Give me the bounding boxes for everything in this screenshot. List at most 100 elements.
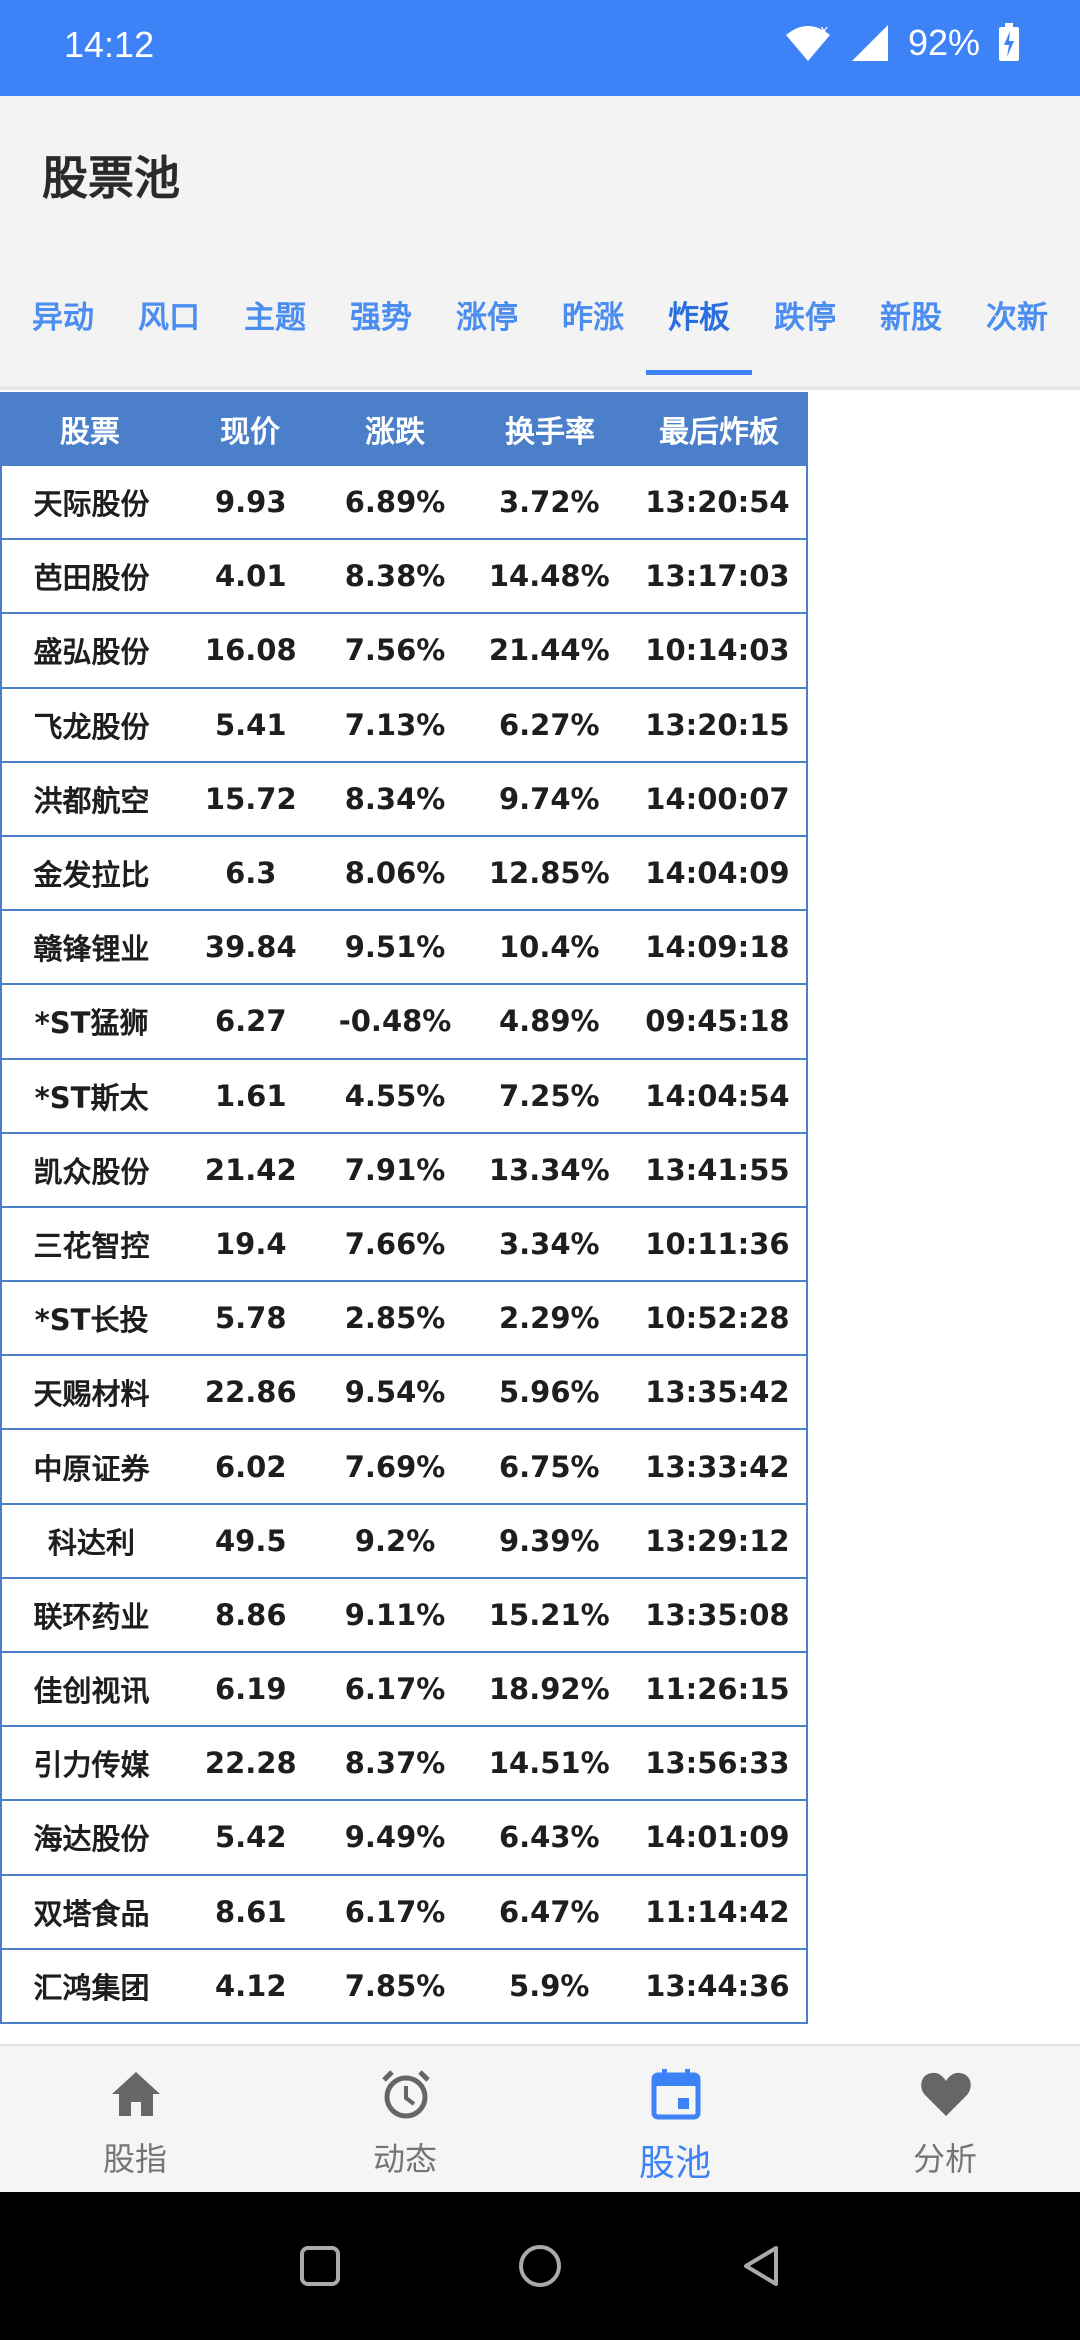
column-header[interactable]: 股票 xyxy=(60,415,120,450)
table-row[interactable]: 金发拉比 6.3 8.06% 12.85% 14:04:09 xyxy=(0,836,808,912)
nav-item-index[interactable]: 股指 xyxy=(0,2046,270,2194)
price-cell: 6.19 xyxy=(214,1672,287,1707)
table-row[interactable]: *ST猛狮 6.27 -0.48% 4.89% 09:45:18 xyxy=(0,985,808,1060)
change-cell: 9.2% xyxy=(354,1523,436,1558)
table-body: 天际股份 9.93 6.89% 3.72% 13:20:54 芭田股份 4.01 8.38% 1… xyxy=(0,466,808,2024)
column-header[interactable]: 换手率 xyxy=(505,415,595,450)
turnover-cell: 6.75% xyxy=(498,1449,600,1484)
alarm-clock-icon xyxy=(382,2070,430,2119)
stock-name-cell: 三花智控 xyxy=(33,1228,150,1263)
last-break-time-cell: 13:33:42 xyxy=(645,1449,790,1484)
stock-name-cell: 盛弘股份 xyxy=(33,635,150,670)
table-row[interactable]: 汇鸿集团 4.12 7.85% 5.9% 13:44:36 xyxy=(0,1949,808,2024)
stock-name-cell: 汇鸿集团 xyxy=(33,1970,150,2005)
turnover-cell: 15.21% xyxy=(488,1597,610,1632)
price-cell: 49.5 xyxy=(214,1523,287,1558)
change-cell: 2.85% xyxy=(344,1301,446,1336)
tab-item[interactable]: 风口 xyxy=(138,300,200,336)
back-icon[interactable] xyxy=(732,2236,792,2296)
last-break-time-cell: 14:01:09 xyxy=(645,1820,790,1855)
table-row[interactable]: 双塔食品 8.61 6.17% 6.47% 11:14:42 xyxy=(0,1875,808,1950)
price-cell: 22.86 xyxy=(204,1375,297,1410)
battery-charging-icon xyxy=(999,23,1019,61)
change-cell: 7.91% xyxy=(344,1152,446,1187)
price-cell: 8.86 xyxy=(214,1597,287,1632)
price-cell: 19.4 xyxy=(214,1226,287,1261)
tab-item[interactable]: 强势 xyxy=(350,300,412,336)
table-row[interactable]: 盛弘股份 16.08 7.56% 21.44% 10:14:03 xyxy=(0,614,808,689)
change-cell: 7.85% xyxy=(344,1968,446,2003)
turnover-cell: 12.85% xyxy=(488,856,610,891)
change-cell: 9.54% xyxy=(344,1375,446,1410)
last-break-time-cell: 13:56:33 xyxy=(645,1746,790,1781)
price-cell: 8.61 xyxy=(214,1894,287,1929)
turnover-cell: 6.43% xyxy=(498,1820,600,1855)
table-row[interactable]: 联环药业 8.86 9.11% 15.21% 13:35:08 xyxy=(0,1578,808,1653)
table-row[interactable]: 凯众股份 21.42 7.91% 13.34% 13:41:55 xyxy=(0,1133,808,1208)
table-row[interactable]: 中原证券 6.02 7.69% 6.75% 13:33:42 xyxy=(0,1430,808,1505)
last-break-time-cell: 13:41:55 xyxy=(645,1152,790,1187)
table-row[interactable]: 引力传媒 22.28 8.37% 14.51% 13:56:33 xyxy=(0,1727,808,1802)
stock-name-cell: 洪都航空 xyxy=(33,783,150,818)
turnover-cell: 14.51% xyxy=(488,1746,610,1781)
change-cell: 6.17% xyxy=(344,1894,446,1929)
tab-item[interactable]: 涨停 xyxy=(456,300,518,336)
svg-text:x: x xyxy=(820,23,828,39)
stock-name-cell: 天赐材料 xyxy=(33,1377,150,1412)
change-cell: 8.06% xyxy=(344,856,446,891)
tab-item[interactable]: 跌停 xyxy=(774,300,836,336)
last-break-time-cell: 10:52:28 xyxy=(645,1301,790,1336)
tab-item[interactable]: 新股 xyxy=(880,300,942,336)
table-row[interactable]: 佳创视讯 6.19 6.17% 18.92% 11:26:15 xyxy=(0,1653,808,1728)
last-break-time-cell: 13:20:15 xyxy=(645,707,790,742)
last-break-time-cell: 09:45:18 xyxy=(645,1004,790,1039)
table-row[interactable]: 赣锋锂业 39.84 9.51% 10.4% 14:09:18 xyxy=(0,911,808,986)
change-cell: 8.38% xyxy=(344,559,446,594)
nav-item-news[interactable]: 动态 xyxy=(270,2046,540,2194)
recent-apps-icon[interactable] xyxy=(290,2236,350,2296)
nav-item-analysis[interactable]: 分析 xyxy=(810,2046,1080,2194)
change-cell: 7.66% xyxy=(344,1226,446,1261)
tab-item[interactable]: 异动 xyxy=(32,300,94,336)
turnover-cell: 2.29% xyxy=(498,1301,600,1336)
turnover-cell: 3.34% xyxy=(498,1226,600,1261)
nav-item-stock-pool[interactable]: 股池 xyxy=(540,2046,810,2194)
table-row[interactable]: *ST斯太 1.61 4.55% 7.25% 14:04:54 xyxy=(0,1059,808,1134)
table-row[interactable]: 天赐材料 22.86 9.54% 5.96% 13:35:42 xyxy=(0,1356,808,1431)
stock-name-cell: 中原证券 xyxy=(33,1451,150,1486)
stock-name-cell: 佳创视讯 xyxy=(33,1674,150,1709)
stock-name-cell: 金发拉比 xyxy=(33,858,150,893)
column-header[interactable]: 现价 xyxy=(220,415,280,450)
last-break-time-cell: 14:04:54 xyxy=(645,1078,790,1113)
table-row[interactable]: 芭田股份 4.01 8.38% 14.48% 13:17:03 xyxy=(0,540,808,615)
table-row[interactable]: 天际股份 9.93 6.89% 3.72% 13:20:54 xyxy=(0,466,808,541)
column-header[interactable]: 涨跌 xyxy=(365,415,425,450)
last-break-time-cell: 10:14:03 xyxy=(645,633,790,668)
status-bar: 14:12 x 92% xyxy=(0,0,1080,96)
column-header[interactable]: 最后炸板 xyxy=(659,415,779,450)
tab-item[interactable]: 次新 xyxy=(986,300,1048,336)
app-bar: 股票池 xyxy=(0,96,1080,248)
table-row[interactable]: 三花智控 19.4 7.66% 3.34% 10:11:36 xyxy=(0,1207,808,1283)
home-button-icon[interactable] xyxy=(510,2236,570,2296)
tab-item[interactable]: 主题 xyxy=(244,300,306,336)
change-cell: 7.56% xyxy=(344,633,446,668)
stock-name-cell: 科达利 xyxy=(48,1525,136,1560)
last-break-time-cell: 13:20:54 xyxy=(645,485,790,520)
turnover-cell: 3.72% xyxy=(498,485,600,520)
price-cell: 1.61 xyxy=(214,1078,287,1113)
turnover-cell: 13.34% xyxy=(488,1152,610,1187)
price-cell: 15.72 xyxy=(204,781,297,816)
turnover-cell: 21.44% xyxy=(488,633,610,668)
table-row[interactable]: 海达股份 5.42 9.49% 6.43% 14:01:09 xyxy=(0,1801,808,1876)
tab-item-active[interactable]: 炸板 xyxy=(668,300,730,336)
last-break-time-cell: 11:26:15 xyxy=(645,1672,790,1707)
table-row[interactable]: 科达利 49.5 9.2% 9.39% 13:29:12 xyxy=(0,1504,808,1579)
signal-icon xyxy=(851,25,888,61)
tab-item[interactable]: 昨涨 xyxy=(562,300,624,336)
table-row[interactable]: *ST长投 5.78 2.85% 2.29% 10:52:28 xyxy=(0,1282,808,1357)
nav-label: 分析 xyxy=(912,2140,977,2178)
table-row[interactable]: 洪都航空 15.72 8.34% 9.74% 14:00:07 xyxy=(0,762,808,837)
stock-name-cell: 赣锋锂业 xyxy=(33,932,150,967)
table-row[interactable]: 飞龙股份 5.41 7.13% 6.27% 13:20:15 xyxy=(0,688,808,763)
